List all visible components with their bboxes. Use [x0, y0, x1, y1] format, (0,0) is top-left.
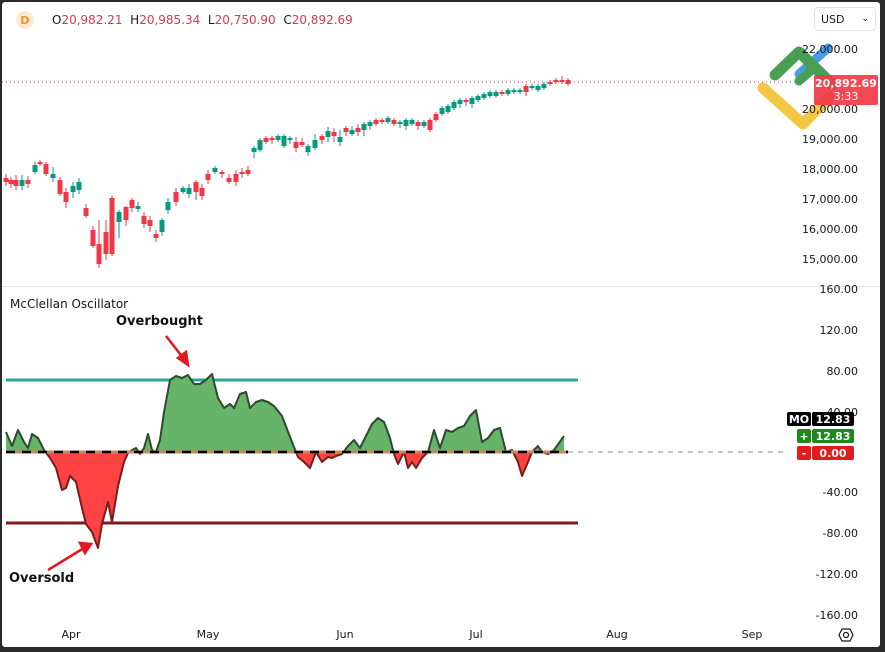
oscillator-area	[5, 373, 565, 549]
pane-separator[interactable]	[2, 286, 880, 287]
last-price-tag: 20,892.69 3:33	[814, 75, 878, 105]
settings-gear-icon[interactable]	[838, 627, 854, 643]
month-label: Sep	[741, 628, 763, 641]
close-value: 20,892.69	[291, 13, 353, 27]
interval-badge[interactable]: D	[16, 11, 34, 29]
open-value: 20,982.21	[61, 13, 123, 27]
price-tick: 17,000.00	[802, 193, 858, 206]
price-tick: 18,000.00	[802, 163, 858, 176]
ohlc-values: O20,982.21 H20,985.34 L20,750.90 C20,892…	[52, 13, 353, 27]
osc-tick: -80.00	[822, 527, 858, 540]
osc-tick: 120.00	[819, 324, 859, 337]
price-tick: 16,000.00	[802, 223, 858, 236]
month-label: Jun	[336, 628, 354, 641]
month-label: Aug	[606, 628, 628, 641]
price-tick: 19,000.00	[802, 133, 858, 146]
overbought-annotation: Overbought	[116, 314, 204, 329]
osc-tick: 160.00	[819, 283, 859, 296]
overbought-arrow	[165, 335, 190, 368]
high-value: 20,985.34	[139, 13, 201, 27]
plus-value-tag: 12.83	[812, 429, 854, 443]
osc-tick: -40.00	[822, 486, 858, 499]
chevron-down-icon: ⌄	[861, 14, 869, 24]
osc-tick: -160.00	[815, 609, 858, 622]
month-label: May	[196, 628, 220, 641]
mo-label-tag: MO	[787, 412, 811, 426]
mo-value-tag: 12.83	[812, 412, 854, 426]
indicator-title[interactable]: McClellan Oscillator	[10, 297, 129, 311]
ohlc-legend: D O20,982.21 H20,985.34 L20,750.90 C20,8…	[16, 11, 353, 29]
countdown: 3:33	[833, 90, 859, 103]
low-value: 20,750.90	[214, 13, 276, 27]
minus-value-tag: 0.00	[812, 446, 854, 460]
price-tick: 20,000.00	[802, 103, 858, 116]
plus-label-tag: +	[797, 429, 811, 443]
minus-label-tag: -	[797, 446, 811, 460]
osc-tick: 80.00	[826, 365, 859, 378]
price-tick: 15,000.00	[802, 253, 858, 266]
oversold-arrow	[47, 541, 94, 572]
candlestick-series	[3, 76, 571, 268]
month-label: Jul	[469, 628, 483, 641]
month-label: Apr	[61, 628, 81, 641]
currency-select[interactable]: USD ⌄	[814, 7, 876, 31]
oversold-annotation: Oversold	[9, 571, 75, 586]
brand-logo	[757, 43, 838, 130]
price-tick: 22,000.00	[802, 43, 858, 56]
osc-tick: -120.00	[815, 568, 858, 581]
